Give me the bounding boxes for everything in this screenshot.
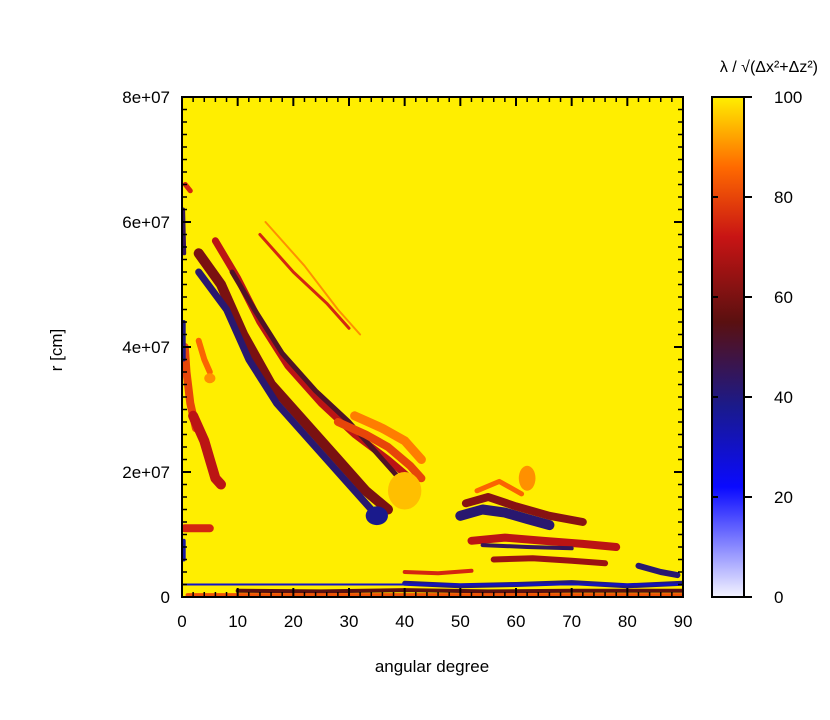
heatmap-stripe (195, 268, 375, 513)
heatmap-stripe (229, 269, 408, 487)
colorbar-gradient (711, 96, 745, 598)
heatmap-stripe (193, 248, 393, 515)
colorbar-title: λ / √(Δx²+Δz²) (720, 59, 818, 76)
y-axis-label: r [cm] (47, 329, 66, 372)
colorbar-ticks: 0 20 40 60 80 100 (712, 88, 802, 607)
colorbar-tick-label: 40 (774, 388, 793, 407)
x-tick-label: 50 (451, 612, 470, 631)
x-tick-label: 70 (562, 612, 581, 631)
heatmap-stripe (402, 568, 474, 576)
heatmap-stripe (195, 337, 213, 375)
x-tick-label: 30 (340, 612, 359, 631)
colorbar-tick-label: 60 (774, 288, 793, 307)
colorbar: 0 20 40 60 80 100 λ / √(Δx²+Δz²) (711, 59, 818, 607)
heatmap-stripe (474, 478, 525, 497)
y-tick-label: 4e+07 (122, 338, 170, 357)
y-tick-label: 6e+07 (122, 213, 170, 232)
plot-area (181, 96, 684, 598)
y-axis-ticks: 0 2e+07 4e+07 6e+07 8e+07 (122, 88, 683, 607)
heatmap-features (182, 182, 683, 597)
heatmap-stripe (467, 533, 621, 551)
x-tick-label: 40 (395, 612, 414, 631)
heatmap-blob (204, 373, 216, 384)
x-axis-label: angular degree (375, 657, 489, 676)
heatmap-stripe (635, 562, 681, 579)
colorbar-tick-label: 20 (774, 488, 793, 507)
x-tick-label: 20 (284, 612, 303, 631)
heatmap-blob (518, 465, 536, 491)
heatmap-stripe (461, 493, 587, 526)
x-tick-label: 90 (674, 612, 693, 631)
plot-background (182, 97, 683, 597)
y-tick-label: 0 (161, 588, 170, 607)
heatmap-stripe (188, 410, 226, 490)
heatmap-stripe (350, 411, 426, 464)
heatmap-stripe (455, 504, 555, 531)
heatmap-blob (387, 472, 422, 510)
colorbar-tick-label: 0 (774, 588, 783, 607)
y-tick-label: 2e+07 (122, 463, 170, 482)
x-tick-label: 0 (177, 612, 186, 631)
x-tick-label: 10 (228, 612, 247, 631)
colorbar-tick-label: 80 (774, 188, 793, 207)
x-axis-ticks: 0 10 20 30 40 50 60 70 80 90 (177, 97, 692, 631)
heatmap-stripe (182, 182, 193, 194)
x-tick-label: 60 (507, 612, 526, 631)
colorbar-tick-label: 100 (774, 88, 802, 107)
heatmap-stripe (490, 555, 609, 567)
heatmap-stripe (264, 221, 362, 336)
heatmap-blob (365, 506, 388, 526)
heatmap-stripe (333, 418, 426, 483)
heatmap-stripe (258, 233, 351, 330)
y-tick-label: 8e+07 (122, 88, 170, 107)
heatmap-stripe (480, 543, 574, 551)
x-tick-label: 80 (618, 612, 637, 631)
heatmap-stripe (182, 207, 187, 256)
heatmap-stripe (235, 588, 683, 594)
